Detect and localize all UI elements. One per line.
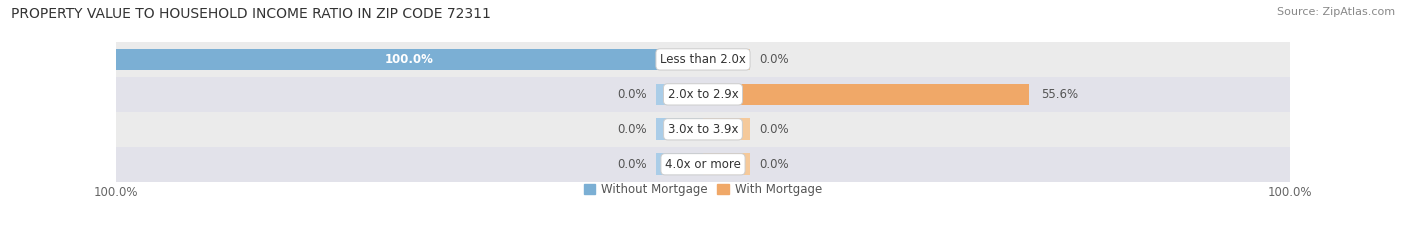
Text: 0.0%: 0.0% <box>617 88 647 101</box>
Text: 2.0x to 2.9x: 2.0x to 2.9x <box>668 88 738 101</box>
Bar <box>117 147 1289 182</box>
Bar <box>657 154 703 175</box>
Text: 0.0%: 0.0% <box>759 123 789 136</box>
Text: 0.0%: 0.0% <box>617 123 647 136</box>
Bar <box>117 112 1289 147</box>
Text: 3.0x to 3.9x: 3.0x to 3.9x <box>668 123 738 136</box>
Bar <box>657 84 703 105</box>
Legend: Without Mortgage, With Mortgage: Without Mortgage, With Mortgage <box>579 178 827 201</box>
Text: 0.0%: 0.0% <box>759 158 789 171</box>
Bar <box>657 118 703 140</box>
Bar <box>703 49 749 70</box>
Bar <box>117 77 1289 112</box>
Text: 4.0x or more: 4.0x or more <box>665 158 741 171</box>
Text: Source: ZipAtlas.com: Source: ZipAtlas.com <box>1277 7 1395 17</box>
Text: 0.0%: 0.0% <box>759 53 789 66</box>
Text: 100.0%: 100.0% <box>385 53 434 66</box>
Text: 0.0%: 0.0% <box>617 158 647 171</box>
Text: 55.6%: 55.6% <box>1040 88 1078 101</box>
Bar <box>117 42 1289 77</box>
Bar <box>703 118 749 140</box>
Bar <box>703 84 1029 105</box>
Bar <box>117 49 703 70</box>
Text: Less than 2.0x: Less than 2.0x <box>659 53 747 66</box>
Text: PROPERTY VALUE TO HOUSEHOLD INCOME RATIO IN ZIP CODE 72311: PROPERTY VALUE TO HOUSEHOLD INCOME RATIO… <box>11 7 491 21</box>
Bar <box>703 154 749 175</box>
